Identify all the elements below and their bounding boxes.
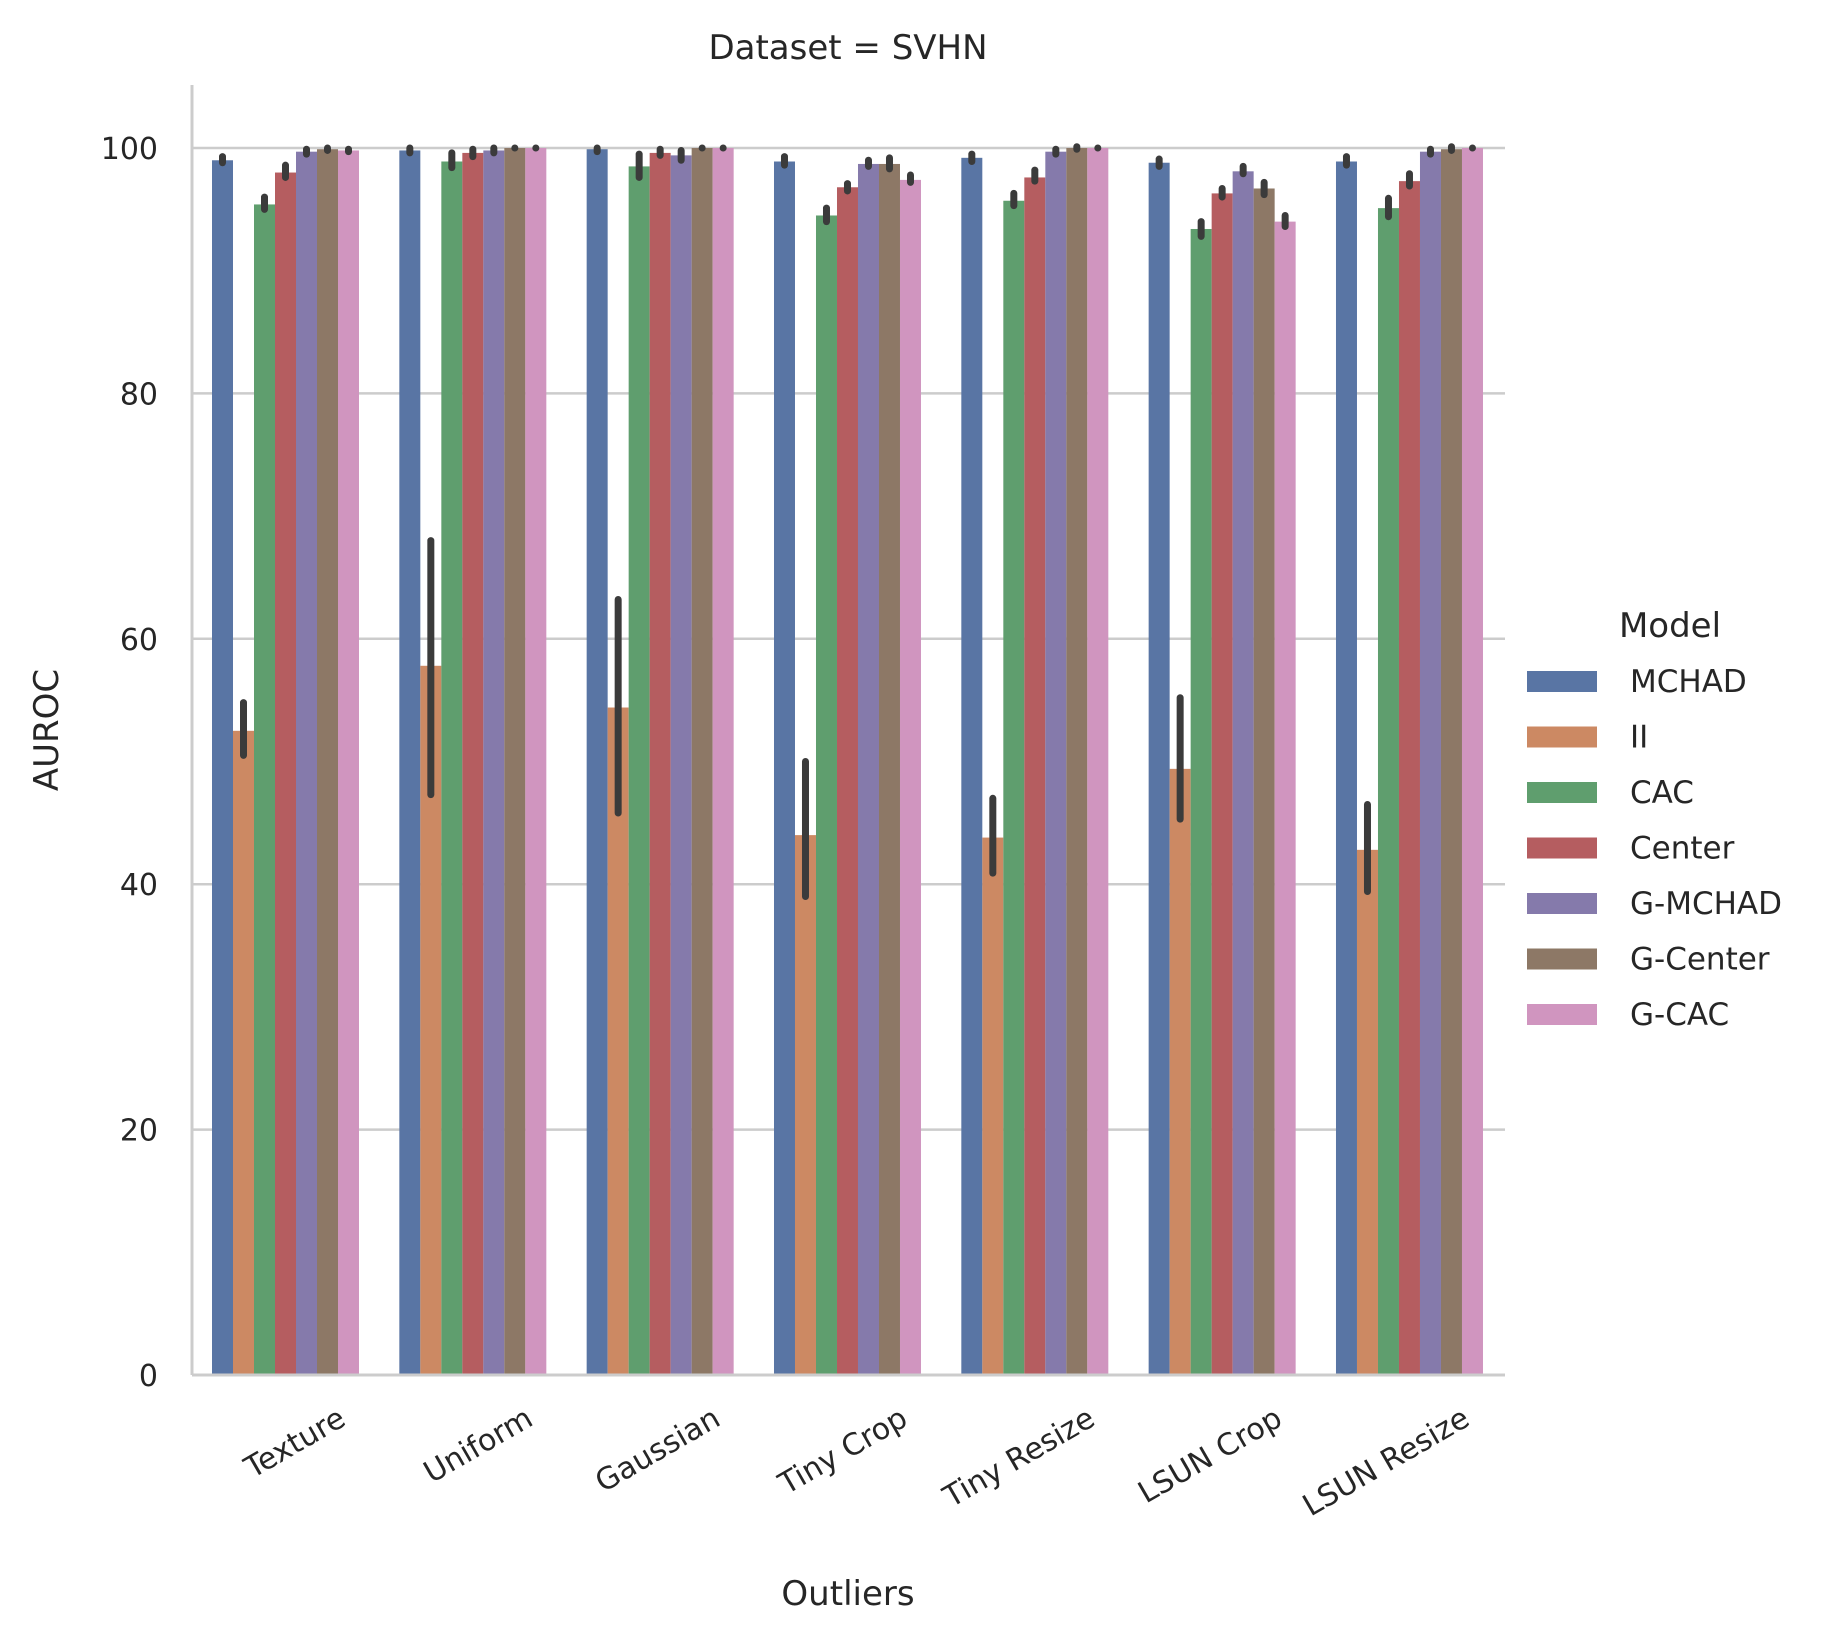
y-tick-label: 60	[120, 623, 158, 658]
bar	[1356, 849, 1378, 1375]
legend-title: Model	[1619, 606, 1721, 646]
bar	[1461, 148, 1483, 1375]
bar	[586, 149, 608, 1375]
y-tick-labels: 0 20 40 60 80 100	[101, 132, 158, 1394]
bar	[712, 148, 734, 1375]
bar	[441, 161, 463, 1376]
bar	[317, 149, 338, 1375]
y-tick-label: 20	[120, 1114, 158, 1149]
bar	[1440, 149, 1462, 1375]
bar	[1087, 148, 1109, 1375]
legend-swatch	[1527, 782, 1597, 803]
y-tick-label: 0	[139, 1359, 158, 1394]
bar	[628, 166, 650, 1375]
bar	[670, 155, 692, 1375]
bar	[1377, 208, 1399, 1375]
bar	[462, 152, 484, 1376]
x-tick-label: Gaussian	[589, 1401, 726, 1500]
bar-series	[212, 148, 1483, 1376]
bar	[1274, 221, 1296, 1375]
legend-label: II	[1630, 720, 1648, 756]
x-tick-label: Tiny Crop	[772, 1401, 913, 1503]
error-bars	[219, 143, 1476, 900]
bar	[296, 151, 317, 1375]
x-tick-label: Texture	[238, 1401, 351, 1487]
bar	[1003, 200, 1025, 1376]
bar	[504, 148, 526, 1375]
bar	[1232, 171, 1254, 1376]
bar	[420, 665, 442, 1375]
bar	[982, 837, 1004, 1375]
bar	[483, 150, 505, 1376]
legend-swatch	[1527, 1004, 1597, 1025]
y-axis-title: AUROC	[27, 669, 67, 791]
x-axis-title: Outliers	[781, 1574, 914, 1614]
y-tick-label: 40	[120, 868, 158, 903]
bar	[794, 835, 816, 1375]
legend-items: MCHAD II CAC Center G-MCHAD G-Center G-CAC	[1527, 664, 1782, 1033]
legend-swatch	[1527, 948, 1597, 970]
bar	[1024, 177, 1046, 1375]
bar	[275, 172, 296, 1375]
bar	[1398, 181, 1420, 1375]
bar	[233, 730, 254, 1375]
x-tick-labels: Texture Uniform Gaussian Tiny Crop Tiny Resi…	[238, 1401, 1475, 1524]
legend-label: G-CAC	[1630, 997, 1729, 1033]
bar	[1066, 148, 1088, 1375]
bar	[399, 150, 421, 1376]
bar	[1190, 228, 1212, 1376]
bar	[1211, 193, 1233, 1375]
legend-label: G-Center	[1630, 942, 1770, 978]
axes	[190, 85, 1505, 1377]
legend: Model MCHAD II CAC Center G-MCHAD G-Center G-C…	[1527, 606, 1782, 1033]
legend-swatch	[1527, 893, 1597, 914]
bar	[773, 161, 795, 1376]
bar	[1253, 188, 1275, 1376]
x-tick-label: Tiny Resize	[937, 1401, 1101, 1516]
bar	[815, 215, 837, 1376]
bar	[836, 187, 858, 1375]
bar	[1335, 161, 1357, 1376]
y-tick-label: 80	[120, 377, 158, 412]
bar	[878, 163, 900, 1375]
y-tick-label: 100	[101, 132, 158, 167]
bar	[1148, 162, 1170, 1375]
x-tick-label: LSUN Crop	[1132, 1401, 1288, 1511]
legend-label: MCHAD	[1630, 664, 1747, 700]
legend-label: G-MCHAD	[1630, 886, 1782, 922]
x-tick-label: LSUN Resize	[1297, 1401, 1475, 1524]
bar	[1419, 151, 1441, 1375]
bar	[899, 179, 921, 1376]
bar	[857, 163, 879, 1375]
legend-label: Center	[1630, 831, 1735, 867]
legend-label: CAC	[1630, 775, 1694, 811]
bar	[691, 148, 713, 1375]
legend-swatch	[1527, 726, 1597, 748]
bar	[254, 204, 275, 1375]
bar	[649, 152, 671, 1376]
legend-swatch	[1527, 837, 1597, 859]
bar	[961, 157, 983, 1375]
bar	[1169, 768, 1191, 1375]
bar	[1045, 151, 1067, 1375]
bar	[607, 707, 629, 1375]
x-tick-label: Uniform	[418, 1401, 539, 1491]
bar	[338, 150, 359, 1376]
bar	[212, 160, 233, 1375]
chart-title: Dataset = SVHN	[708, 28, 987, 68]
legend-swatch	[1527, 671, 1597, 692]
bar	[525, 148, 547, 1375]
